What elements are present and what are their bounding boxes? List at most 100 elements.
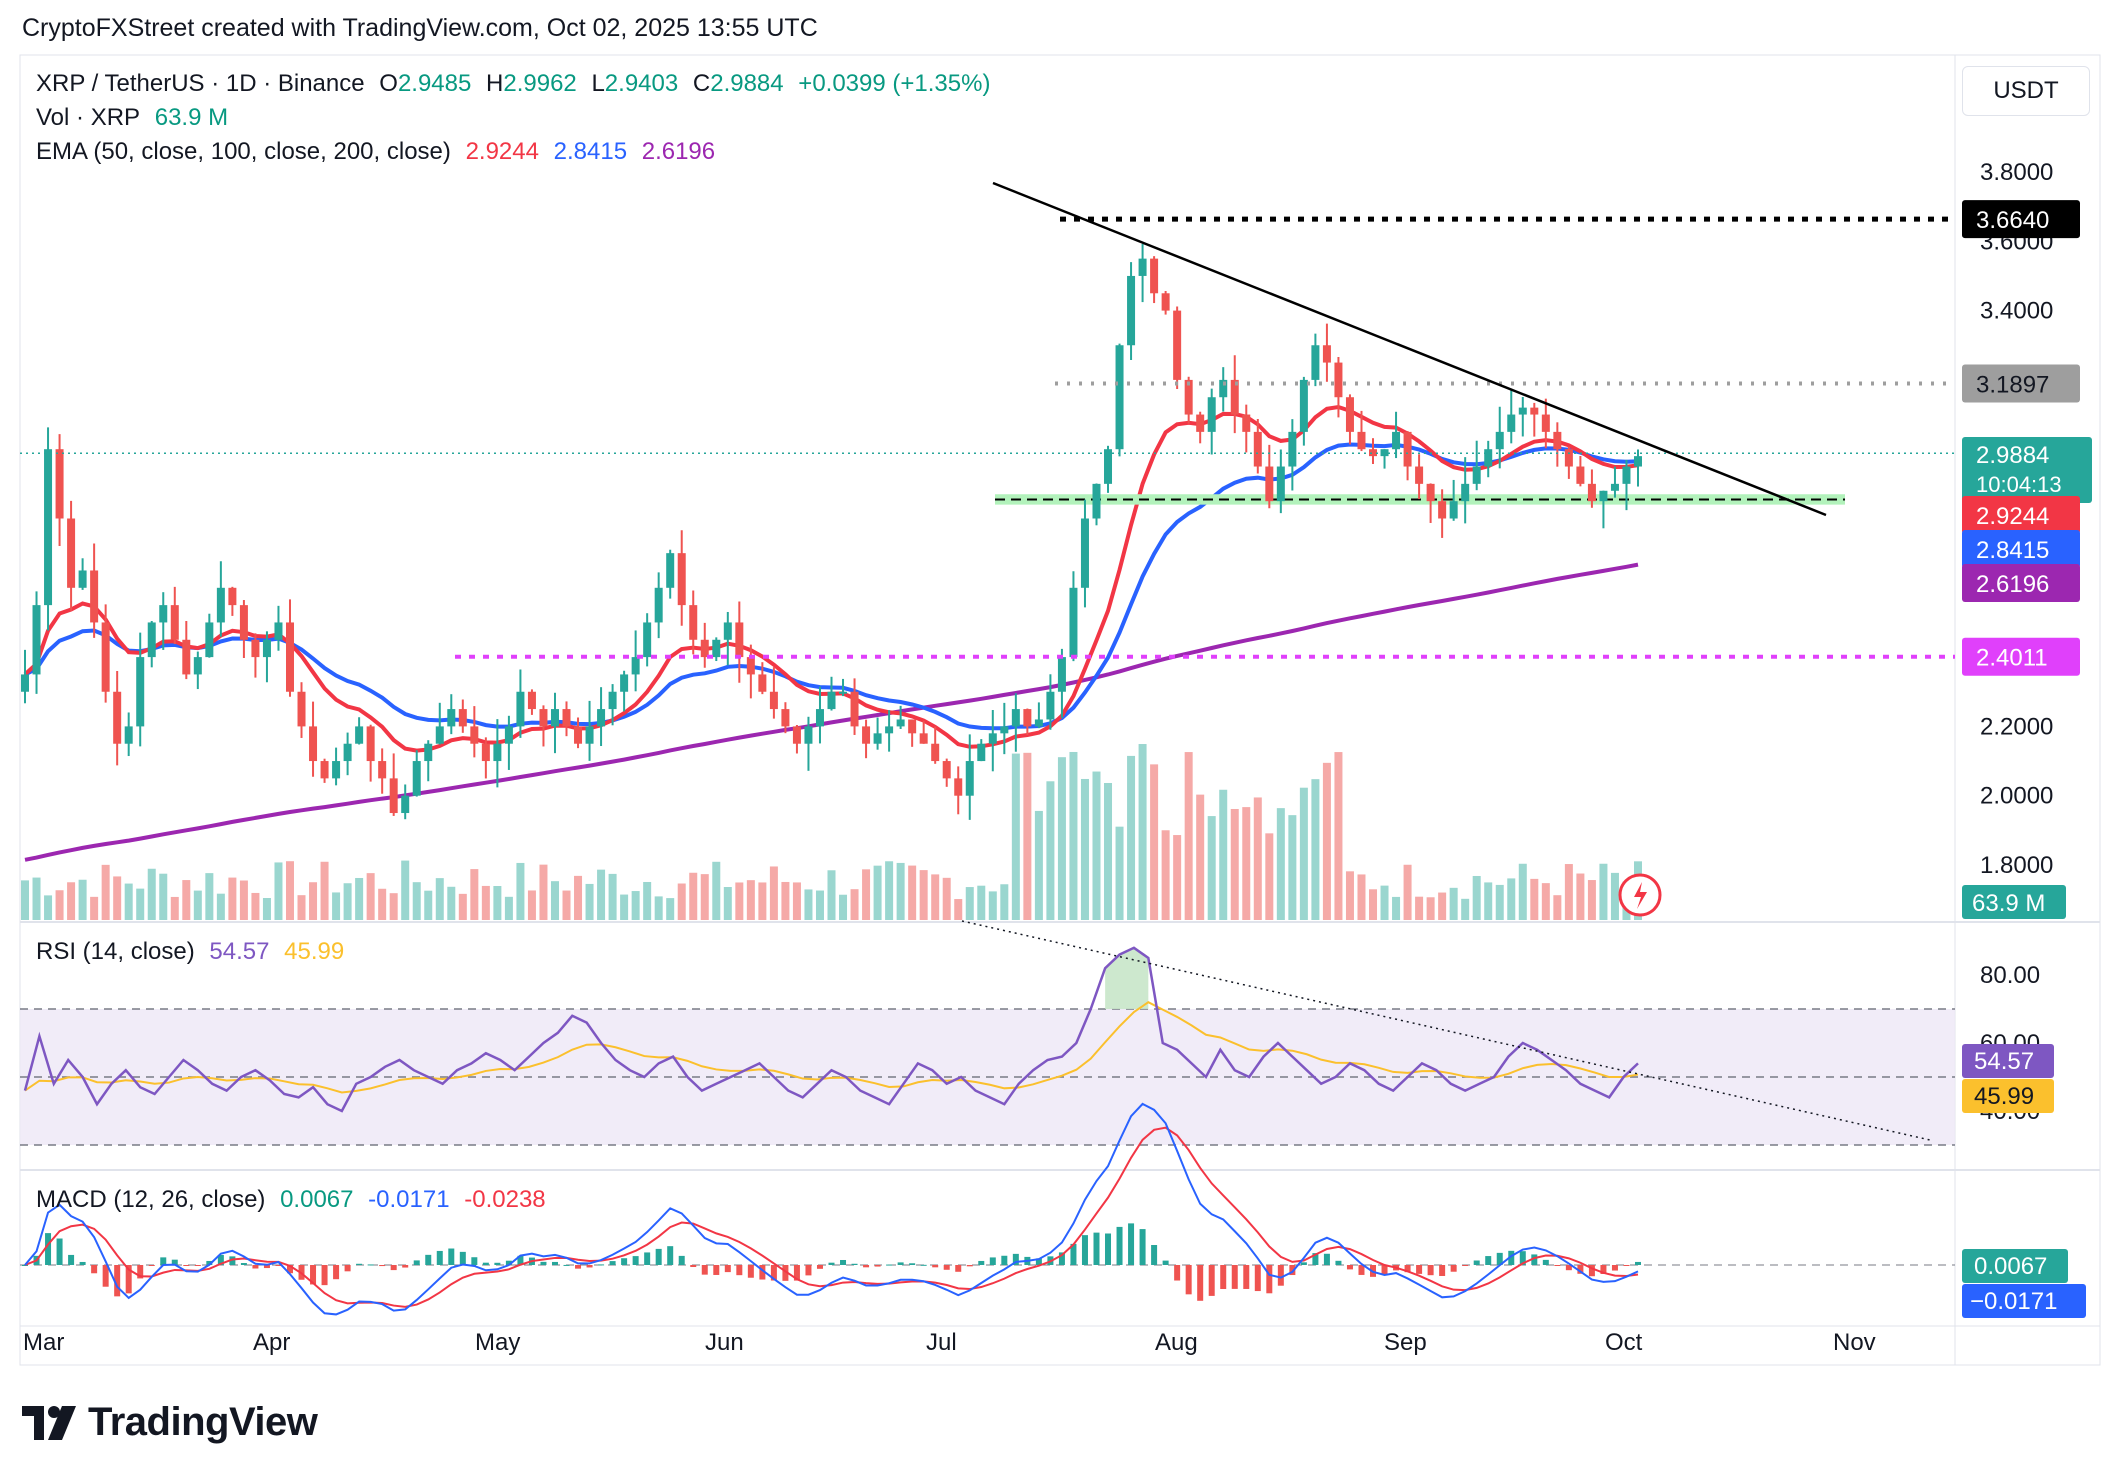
candle-body	[470, 726, 479, 744]
time-axis-label: Mar	[23, 1329, 64, 1356]
candle-body	[873, 733, 882, 744]
candle-body	[113, 691, 122, 744]
candle-body	[769, 691, 778, 710]
candle-body	[355, 726, 364, 744]
macd-hist-bar	[252, 1265, 259, 1269]
candle-body	[21, 674, 29, 692]
volume-bar	[931, 874, 940, 920]
ema-legend[interactable]: EMA (50, close, 100, close, 200, close) …	[36, 138, 723, 166]
macd-hist-bar	[828, 1262, 835, 1265]
volume-bar	[954, 899, 963, 920]
volume-bar	[113, 876, 122, 920]
candle-body	[55, 449, 64, 519]
candle-body	[1057, 657, 1066, 692]
price-tick-label: 2.0000	[1980, 783, 2053, 810]
candle-body	[216, 587, 225, 623]
ema50-tag	[1962, 496, 2080, 534]
candle-body	[620, 674, 629, 692]
volume-bar	[539, 864, 548, 920]
macd-hist-bar	[1093, 1232, 1100, 1265]
volume-bar	[1426, 897, 1435, 920]
volume-bar	[412, 882, 421, 920]
volume-bar	[1380, 885, 1389, 920]
macd-hist-bar	[1508, 1250, 1515, 1265]
candle-body	[205, 622, 214, 658]
currency-selector[interactable]: USDT	[1962, 66, 2090, 116]
volume-bar	[55, 890, 64, 920]
candle-body	[343, 743, 352, 762]
level-24011-tag-label: 2.4011	[1976, 645, 2048, 672]
volume-bar	[677, 883, 686, 920]
macd-hist-bar	[701, 1265, 708, 1275]
macd-hist-bar	[770, 1265, 777, 1281]
macd-hist-bar	[482, 1262, 489, 1265]
volume-bar	[1173, 835, 1182, 920]
macd-signal-line	[24, 1126, 1639, 1308]
candle-body	[781, 709, 790, 727]
volume-label: Vol · XRP	[36, 104, 141, 131]
macd-hist-bar	[1416, 1265, 1423, 1274]
macd-legend[interactable]: MACD (12, 26, close) 0.0067 -0.0171 -0.0…	[36, 1186, 554, 1214]
macd-hist-bar	[505, 1260, 512, 1265]
volume-bar	[1541, 883, 1550, 920]
volume-bar	[1011, 753, 1020, 920]
tradingview-logo[interactable]: TradingView	[22, 1400, 318, 1445]
volume-bar	[815, 890, 824, 920]
candle-body	[562, 709, 571, 727]
candle-body	[458, 709, 467, 727]
rsi-legend[interactable]: RSI (14, close) 54.57 45.99	[36, 938, 352, 966]
volume-bar	[251, 892, 260, 920]
ema200-value: 2.6196	[641, 138, 716, 165]
candle-body	[124, 726, 133, 744]
macd-hist-bar	[632, 1256, 639, 1265]
volume-bar	[1345, 871, 1354, 920]
candle-body	[228, 587, 237, 606]
price-tick-label: 1.8000	[1980, 852, 2053, 879]
candle-body	[1484, 449, 1493, 467]
volume-bar	[1161, 830, 1170, 920]
volume-bar	[1196, 794, 1205, 920]
volume-bar	[885, 861, 894, 920]
candle-body	[1345, 397, 1354, 432]
candle-body	[746, 657, 755, 675]
macd-line-tag	[1962, 1284, 2086, 1318]
volume-bar	[170, 896, 179, 920]
volume-bar	[481, 885, 490, 920]
volume-bar	[90, 896, 99, 920]
candle-body	[550, 709, 559, 727]
last-price-tag	[1962, 437, 2092, 503]
volume-bar	[839, 894, 848, 920]
candle-body	[1023, 709, 1032, 727]
time-axis-label: Aug	[1155, 1329, 1198, 1356]
candle-body	[1150, 258, 1159, 294]
candle-body	[1080, 518, 1089, 588]
candle-body	[401, 795, 410, 814]
candle-body	[378, 761, 387, 779]
candle-body	[262, 639, 271, 658]
candle-body	[1553, 431, 1562, 450]
volume-bar	[597, 869, 606, 920]
candle-body	[1322, 345, 1331, 363]
candle-body	[1196, 414, 1205, 432]
volume-bar	[908, 865, 917, 920]
macd-hist-bar	[909, 1263, 916, 1265]
candle-body	[1634, 456, 1642, 467]
candle-body	[101, 622, 110, 692]
candle-body	[1173, 310, 1182, 380]
macd-hist-bar	[1208, 1265, 1215, 1296]
macd-hist-bar	[759, 1265, 766, 1280]
candle-body	[942, 761, 951, 779]
volume-bar	[527, 890, 536, 920]
macd-hist-bar	[840, 1259, 847, 1265]
macd-hist-bar	[989, 1257, 996, 1265]
volume-bar	[1253, 797, 1262, 920]
volume-legend[interactable]: Vol · XRP 63.9 M	[36, 104, 236, 132]
symbol-legend[interactable]: XRP / TetherUS · 1D · Binance O2.9485 H2…	[36, 70, 998, 98]
ema50-tag-label: 2.9244	[1976, 503, 2049, 530]
volume-bar	[919, 870, 928, 920]
macd-hist-bar	[1450, 1265, 1457, 1272]
volume-bar	[735, 882, 744, 920]
volume-bar	[343, 883, 352, 920]
macd-hist-bar	[22, 1265, 28, 1266]
symbol-name[interactable]: XRP / TetherUS · 1D · Binance	[36, 70, 365, 97]
